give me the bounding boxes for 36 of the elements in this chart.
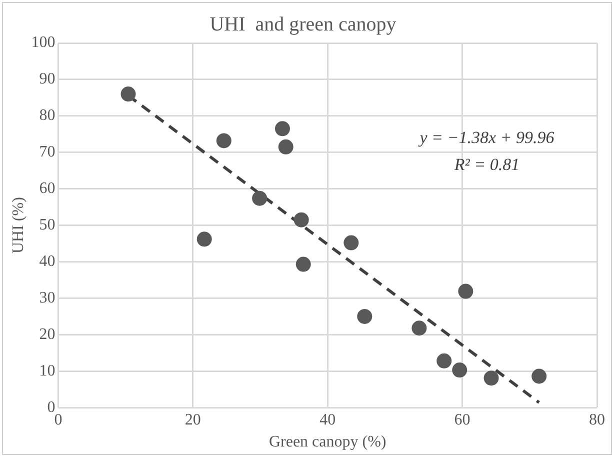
y-tick-label: 90 (39, 70, 56, 88)
point (458, 284, 474, 299)
y-tick-label: 10 (39, 362, 56, 380)
y-tick-label: 60 (39, 180, 56, 198)
point (274, 121, 290, 136)
y-tick-label: 70 (39, 144, 56, 161)
y-tick-label: 80 (39, 107, 56, 124)
annotation: R² = 0.81 (453, 155, 520, 174)
point (252, 190, 268, 206)
point (357, 308, 372, 324)
y-tick-label: 30 (39, 289, 56, 306)
point (278, 139, 294, 154)
y-tick-label: 0 (47, 398, 56, 416)
point (452, 362, 468, 378)
y-axis-title: UHI (%) (10, 197, 27, 254)
point (344, 235, 359, 250)
point (296, 256, 311, 272)
x-tick-label: 20 (184, 411, 201, 428)
y-tick-label: 100 (31, 34, 56, 52)
y-tick-label: 40 (39, 252, 56, 270)
x-axis-title: Green canopy (%) (268, 434, 386, 451)
point (196, 232, 212, 247)
point (120, 86, 136, 102)
x-tick-label: 60 (454, 411, 470, 428)
chart-title: UHI and green canopy (210, 13, 396, 36)
x-tick-label: 40 (320, 411, 336, 428)
x-tick-label: 80 (589, 411, 605, 428)
y-tick-label: 20 (39, 326, 56, 343)
point (484, 370, 499, 386)
y-tick-label: 50 (39, 216, 56, 234)
point (294, 212, 309, 228)
point (436, 353, 452, 368)
point (412, 320, 427, 336)
annotation: y = −1.38x + 99.96 (418, 128, 555, 147)
point (216, 133, 232, 148)
point (532, 368, 547, 384)
